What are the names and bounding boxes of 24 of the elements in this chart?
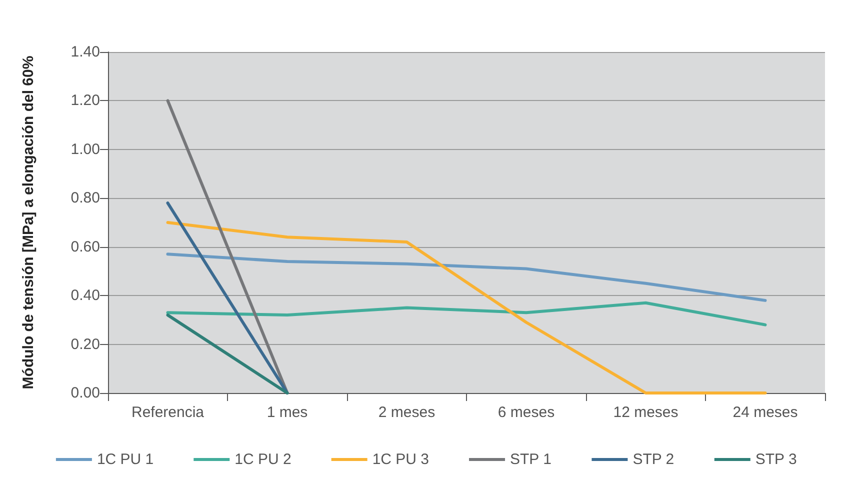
- line-series: [166, 221, 767, 394]
- legend-label: 1C PU 3: [372, 451, 430, 468]
- y-tick-label: 1.20: [70, 92, 100, 110]
- line-series: [166, 301, 767, 326]
- y-tick-label: 0.20: [70, 336, 100, 353]
- legend-label: 1C PU 2: [234, 451, 292, 468]
- y-tick-label: 0.40: [70, 287, 100, 304]
- y-tick-label: 1.00: [70, 140, 100, 158]
- x-tick-label: 2 meses: [378, 404, 436, 421]
- y-tick-label: 0.00: [70, 384, 100, 402]
- x-tick-label: 6 meses: [498, 404, 555, 421]
- x-tick-label: Referencia: [131, 404, 205, 421]
- x-tick-label: 1 mes: [266, 404, 308, 421]
- y-tick-label: 0.60: [70, 238, 100, 256]
- legend-label: STP 1: [510, 451, 552, 468]
- x-tick-label: 24 meses: [732, 404, 798, 421]
- legend-label: STP 3: [755, 451, 797, 468]
- y-tick-label: 0.80: [70, 190, 100, 207]
- legend-label: STP 2: [632, 451, 674, 468]
- x-tick-label: 12 meses: [613, 404, 678, 421]
- y-axis-title: Módulo de tensión [MPa] a elongación del 60%: [20, 56, 37, 390]
- legend-label: 1C PU 1: [96, 451, 154, 468]
- line-series: [166, 252, 767, 302]
- y-tick-label: 1.40: [70, 44, 100, 60]
